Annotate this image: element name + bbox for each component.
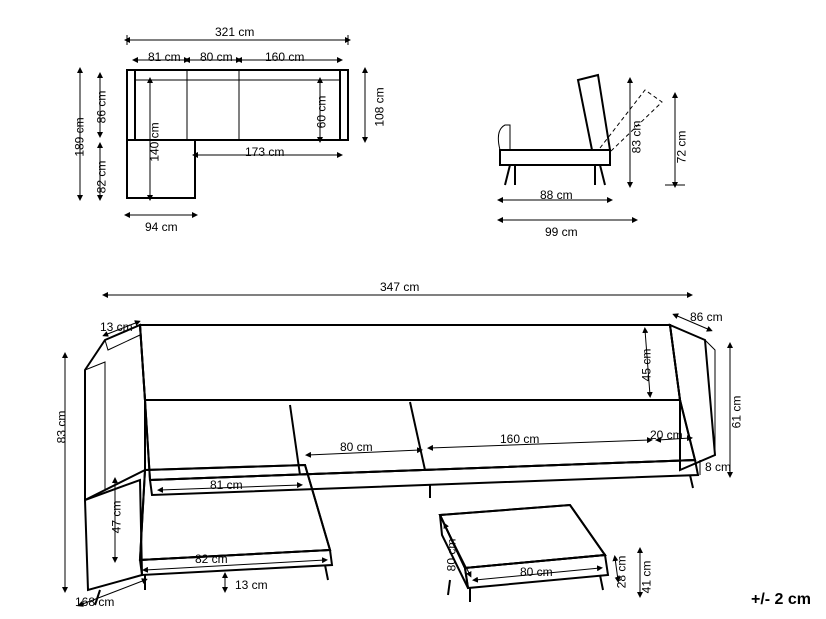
side-view-diagram <box>470 30 730 240</box>
dim-60: 60 cm <box>314 96 328 129</box>
dim-80d: 80 cm <box>520 565 553 579</box>
dim-86b: 86 cm <box>690 310 723 324</box>
dim-160a: 160 cm <box>265 50 304 64</box>
dim-81: 81 cm <box>148 50 181 64</box>
dim-88: 88 cm <box>540 188 573 202</box>
dim-82b: 82 cm <box>195 552 228 566</box>
dim-20: 20 cm <box>650 428 683 442</box>
dim-99: 99 cm <box>545 225 578 239</box>
dim-28: 28 cm <box>614 556 628 589</box>
dim-81b: 81 cm <box>210 478 243 492</box>
dim-80c: 80 cm <box>444 539 458 572</box>
dim-140: 140 cm <box>148 122 162 161</box>
dim-347: 347 cm <box>380 280 419 294</box>
dim-13b: 13 cm <box>235 578 268 592</box>
dim-80a: 80 cm <box>200 50 233 64</box>
dim-83b: 83 cm <box>54 411 68 444</box>
dim-41: 41 cm <box>639 561 653 594</box>
dim-86a: 86 cm <box>94 91 108 124</box>
dim-173: 173 cm <box>245 145 284 159</box>
dim-45: 45 cm <box>639 349 653 382</box>
tolerance-note: +/- 2 cm <box>751 591 811 609</box>
dim-47: 47 cm <box>109 501 123 534</box>
dim-61: 61 cm <box>729 396 743 429</box>
dim-72: 72 cm <box>674 131 688 164</box>
dim-8: 8 cm <box>705 460 731 474</box>
dim-83a: 83 cm <box>629 121 643 154</box>
dim-108: 108 cm <box>373 87 387 126</box>
dim-168: 168 cm <box>75 595 114 609</box>
dim-13a: 13 cm <box>100 320 133 334</box>
dim-94: 94 cm <box>145 220 178 234</box>
dim-321: 321 cm <box>215 25 254 39</box>
perspective-diagram <box>50 280 790 610</box>
dim-82a: 82 cm <box>94 161 108 194</box>
dim-189: 189 cm <box>73 117 87 156</box>
dim-160b: 160 cm <box>500 432 539 446</box>
dim-80b: 80 cm <box>340 440 373 454</box>
